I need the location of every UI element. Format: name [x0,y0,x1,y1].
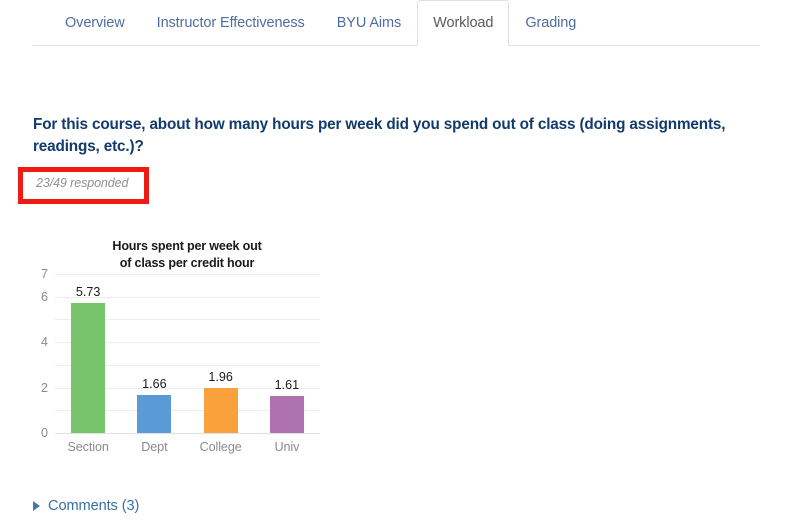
chart-y-tick: 7 [41,267,48,281]
chart-plot-area: 0 2 4 6 7 5.73 Section 1.66 Dept 1.96 College 1.61 U… [41,267,320,454]
chart-y-tick: 2 [41,380,48,395]
chart-bar-value-label: 5.73 [75,284,101,299]
page-title: For this course, about how many hours pe… [33,116,726,156]
chart-bar-value-label: 1.66 [142,377,167,392]
chart-y-tick: 4 [41,335,48,350]
chart-gridline [55,296,320,298]
chart-bar-univ [269,396,304,433]
tab-instructor-effectiveness[interactable]: Instructor Effectiveness [156,15,305,31]
chart-x-tick-dept: Dept [141,440,168,454]
comments-toggle[interactable]: Comments (3) [33,498,139,514]
tab-byu-aims[interactable]: BYU Aims [336,15,402,31]
tab-list: Overview Instructor Effectiveness BYU Aims… [33,0,760,46]
chart-gridline [55,342,320,344]
chart-x-tick-univ: Univ [274,440,300,454]
response-count-highlight-box [18,167,149,204]
tab-bar: Overview Instructor Effectiveness BYU Aims… [33,0,760,46]
chart-bar-section [71,302,106,433]
chart-title-line-2: of class per credit hour [119,255,255,270]
chart-title: Hours spent per week out of class per cr… [62,238,312,271]
chart-gridline [55,319,320,321]
chart-x-tick-section: Section [67,440,109,454]
chart-bar-college [203,388,238,433]
workload-bar-chart: Hours spent per week out of class per cr… [30,238,330,460]
chart-gridline [55,274,320,275]
chart-gridline [55,387,320,389]
chart-bar-dept [137,395,172,433]
chart-axis-baseline [55,433,320,434]
tab-overview[interactable]: Overview [65,15,125,31]
chart-gridline [55,364,320,366]
chart-gridline [55,410,320,412]
response-count-label: 23/49 responded [36,176,129,190]
chart-y-tick: 0 [41,426,48,440]
chart-x-tick-college: College [199,440,242,454]
comments-label: Comments (3) [48,498,140,514]
triangle-right-icon [33,501,40,511]
tab-bar-divider [33,45,760,46]
tab-workload[interactable]: Workload [417,0,510,46]
chart-bar-value-label: 1.96 [208,370,233,385]
tab-grading[interactable]: Grading [525,15,577,31]
chart-title-line-1: Hours spent per week out [112,239,262,253]
chart-bar-value-label: 1.61 [274,378,300,393]
chart-y-tick: 6 [41,289,48,304]
